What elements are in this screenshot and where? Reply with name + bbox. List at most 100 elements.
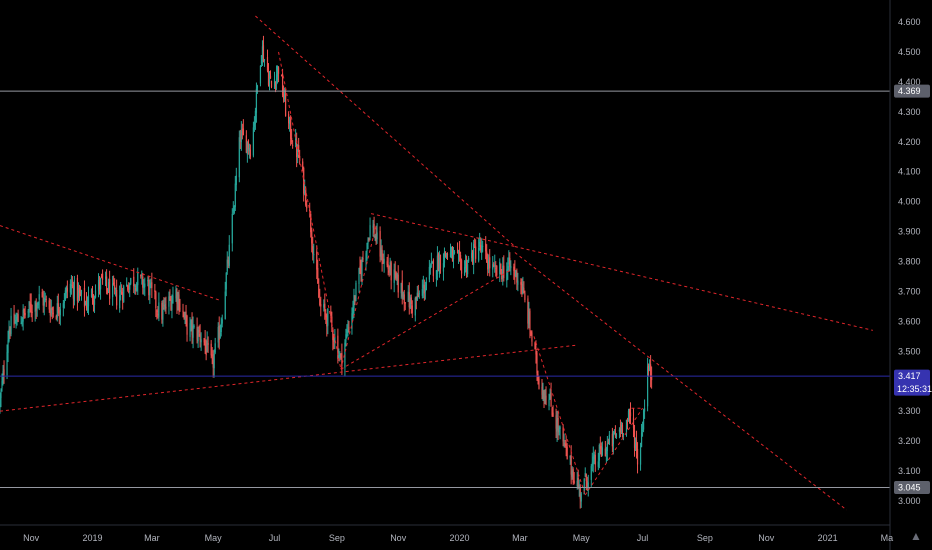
candle-body (407, 291, 409, 302)
candle-body (162, 307, 164, 320)
candle-body (424, 288, 426, 292)
candle-body (428, 266, 430, 280)
candle-body (326, 315, 328, 327)
candle-body (126, 284, 128, 286)
candle-body (227, 260, 229, 264)
price-tick-label: 4.500 (898, 47, 921, 57)
candle-body (590, 466, 592, 480)
candle-body (84, 302, 87, 305)
trend-line[interactable] (340, 270, 511, 370)
candle-body (292, 144, 294, 146)
candle-body (35, 303, 37, 311)
price-badges: 4.369 3.417 12:35:31 3.045 (894, 84, 932, 495)
candle-body (297, 146, 299, 157)
candle-body (20, 322, 22, 325)
price-tick-label: 4.600 (898, 17, 921, 27)
candle-body (400, 283, 402, 294)
price-badge-label: 3.045 (898, 483, 921, 493)
candle-body (482, 245, 484, 247)
candle-body (277, 67, 280, 74)
candle-body (172, 295, 174, 304)
candle-body (542, 392, 544, 398)
trend-line[interactable] (656, 362, 848, 511)
candle-body (151, 282, 153, 288)
candle-body (134, 286, 136, 287)
candle-body (191, 319, 193, 335)
candle-body (614, 431, 617, 437)
candle-body (528, 311, 530, 325)
candle-body (628, 412, 631, 414)
candle-body (93, 298, 96, 305)
candle-body (585, 473, 587, 481)
candle-body (262, 45, 265, 62)
candle-body (281, 73, 284, 96)
candle-body (92, 300, 95, 303)
time-axis[interactable]: Nov 2019 Mar May Jul Sep Nov 2020 Mar May Jul Sep No… (23, 533, 893, 543)
candle-body (347, 329, 349, 333)
candle-body (551, 408, 553, 416)
candle-body (184, 313, 186, 319)
candle-body (451, 247, 454, 262)
candle-body (186, 315, 188, 335)
price-tick-label: 3.500 (898, 346, 921, 356)
trend-line[interactable] (0, 225, 221, 301)
candle-body (337, 335, 339, 359)
trend-line[interactable] (584, 407, 643, 496)
candle-body (331, 316, 333, 327)
trend-line[interactable] (533, 336, 586, 496)
candle-body (122, 292, 124, 301)
candle-body (408, 292, 410, 308)
candle-body (260, 55, 263, 64)
tradingview-logo-icon[interactable]: ▲ (910, 529, 922, 543)
trend-line[interactable] (255, 15, 516, 247)
trend-line[interactable] (340, 225, 377, 370)
candle-body (51, 308, 53, 310)
candle-body (276, 66, 279, 76)
candle-body (584, 472, 586, 477)
candle-body (640, 432, 643, 447)
candle-body (475, 246, 477, 259)
trend-line[interactable] (514, 246, 873, 331)
candle-body (120, 290, 122, 293)
candle-body (72, 286, 75, 299)
price-badge (894, 84, 930, 98)
candle-body (119, 295, 121, 309)
price-tick-label: 4.200 (898, 137, 921, 147)
candle-body (460, 260, 463, 274)
candle-body (70, 284, 72, 286)
candle-body (508, 257, 510, 265)
trend-line[interactable] (370, 213, 515, 248)
candle-body (608, 434, 610, 444)
candle-body (240, 130, 242, 143)
candle-body (291, 137, 293, 143)
candle-body (235, 175, 237, 185)
candle-body (355, 282, 357, 302)
candle-body (381, 249, 383, 265)
candle-body (116, 289, 118, 306)
candle-body (316, 251, 318, 270)
candle-body (109, 279, 111, 299)
time-tick-label: 2019 (82, 533, 102, 543)
candle-body (112, 283, 114, 298)
candle-body (220, 323, 222, 333)
candle-body (65, 286, 67, 294)
candle-body (393, 269, 395, 283)
candle-body (500, 263, 502, 272)
candle-body (190, 321, 192, 323)
candle-body (521, 284, 523, 294)
candle-body (443, 251, 446, 263)
candle-body (170, 300, 172, 310)
candle-body (516, 271, 518, 283)
candle-body (578, 484, 580, 489)
candles-layer (0, 35, 653, 509)
candle-body (156, 310, 158, 312)
candle-body (221, 319, 223, 324)
candle-body (442, 263, 445, 272)
trend-line[interactable] (0, 344, 576, 412)
candle-body (143, 284, 145, 288)
candle-body (613, 432, 616, 435)
candle-body (289, 119, 291, 124)
candle-body (207, 343, 209, 345)
candle-body (387, 264, 389, 270)
